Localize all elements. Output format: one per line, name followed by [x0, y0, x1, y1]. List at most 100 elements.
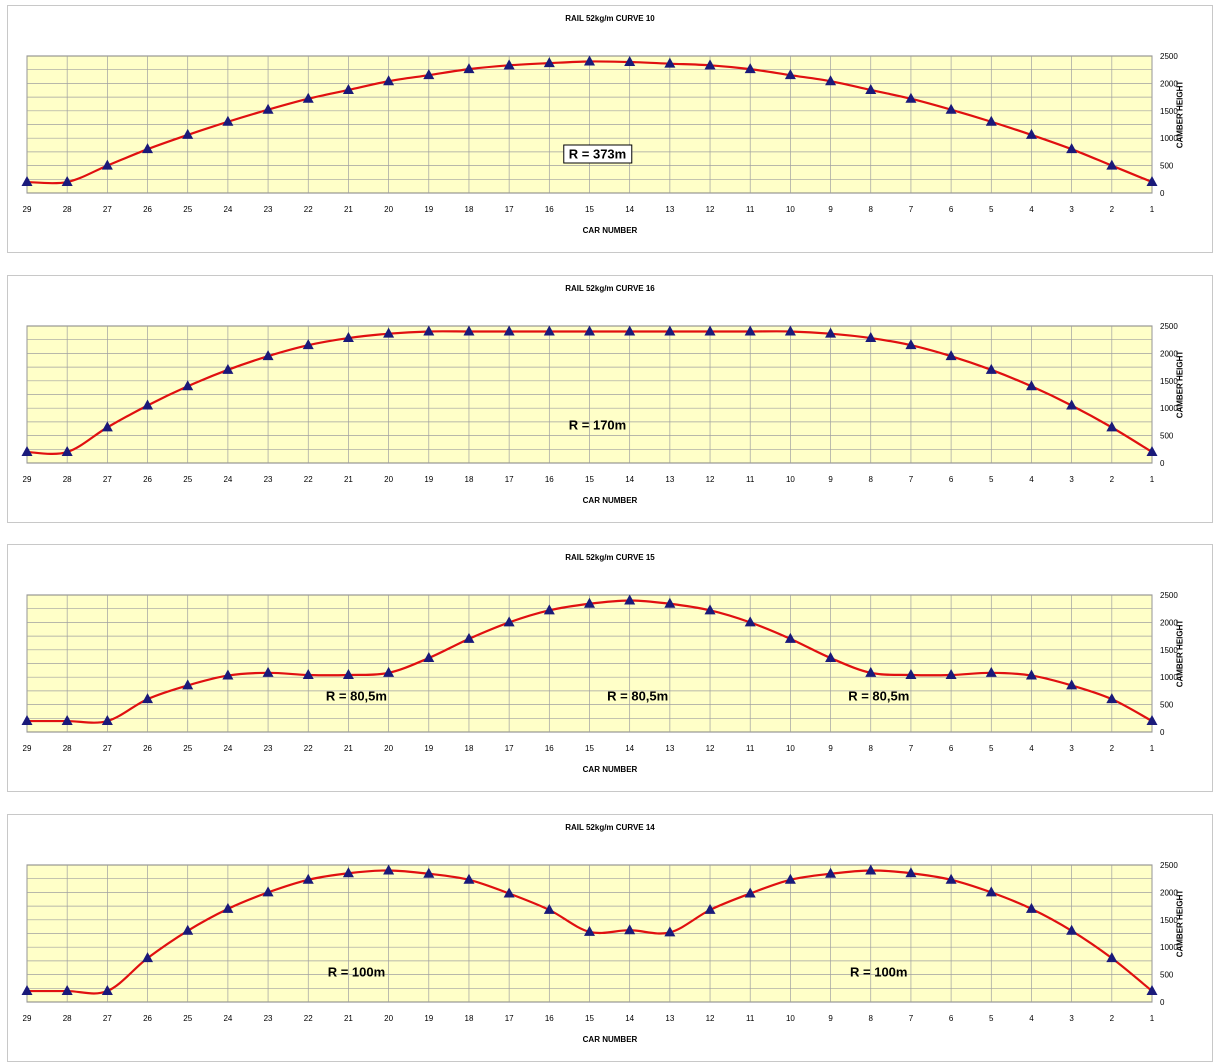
x-tick-label: 23 [264, 1014, 273, 1023]
y-tick-label: 500 [1160, 971, 1174, 980]
x-tick-label: 21 [344, 205, 353, 214]
x-tick-label: 5 [989, 744, 994, 753]
data-point-marker [262, 886, 274, 897]
y-tick-label: 2000 [1160, 79, 1178, 88]
y-tick-label: 2500 [1160, 591, 1178, 600]
data-point-marker [222, 115, 234, 126]
x-tick-label: 7 [909, 205, 914, 214]
x-tick-label: 2 [1110, 744, 1115, 753]
y-tick-label: 500 [1160, 432, 1174, 441]
x-tick-label: 2 [1110, 1014, 1115, 1023]
data-point-marker [1025, 902, 1037, 913]
data-point-marker [985, 666, 997, 677]
x-tick-label: 21 [344, 475, 353, 484]
data-point-marker [1066, 143, 1078, 154]
x-axis-label: CAR NUMBER [582, 765, 638, 774]
radius-annotation: R = 100m [327, 964, 386, 980]
x-tick-label: 9 [828, 475, 833, 484]
x-tick-label: 2 [1110, 475, 1115, 484]
x-tick-label: 15 [585, 1014, 594, 1023]
data-point-marker [543, 604, 555, 615]
data-point-marker [101, 159, 113, 170]
data-point-marker [503, 325, 515, 336]
data-point-marker [784, 873, 796, 884]
radius-annotation: R = 373m [562, 144, 633, 164]
x-tick-label: 9 [828, 744, 833, 753]
data-point-marker [584, 597, 595, 608]
y-tick-label: 1500 [1160, 916, 1178, 925]
y-tick-label: 1000 [1160, 404, 1178, 413]
data-point-marker [101, 985, 113, 996]
data-point-marker [383, 327, 395, 338]
data-point-marker [905, 867, 917, 878]
data-point-marker [704, 325, 716, 336]
x-tick-label: 18 [465, 744, 474, 753]
x-tick-label: 12 [706, 205, 715, 214]
x-tick-label: 14 [625, 475, 634, 484]
x-tick-label: 25 [183, 744, 192, 753]
x-tick-label: 25 [183, 475, 192, 484]
x-tick-label: 1 [1150, 744, 1155, 753]
data-point-marker [865, 864, 877, 875]
data-point-marker [1106, 421, 1118, 432]
x-tick-label: 20 [384, 744, 393, 753]
x-tick-label: 23 [264, 205, 273, 214]
data-point-marker [945, 103, 957, 114]
data-point-marker [463, 325, 475, 336]
x-tick-label: 24 [223, 1014, 232, 1023]
x-tick-label: 11 [746, 475, 755, 484]
x-tick-label: 24 [223, 205, 232, 214]
data-point-marker [383, 864, 395, 875]
data-point-marker [865, 666, 877, 677]
x-tick-label: 20 [384, 475, 393, 484]
x-tick-label: 17 [505, 475, 514, 484]
data-point-marker [61, 446, 73, 457]
x-axis-label: CAR NUMBER [582, 1035, 638, 1044]
x-tick-label: 27 [103, 744, 112, 753]
chart-title: RAIL 52kg/m CURVE 15 [565, 553, 655, 562]
data-point-marker [1066, 924, 1078, 935]
data-point-marker [985, 363, 997, 374]
x-tick-label: 24 [223, 475, 232, 484]
y-axis-label: CAMBER HEIGHT [1175, 350, 1185, 419]
x-tick-label: 19 [424, 744, 433, 753]
y-tick-label: 0 [1160, 998, 1165, 1007]
x-tick-label: 11 [746, 744, 755, 753]
x-tick-label: 22 [304, 744, 313, 753]
x-tick-label: 29 [23, 1014, 32, 1023]
data-point-marker [463, 63, 475, 74]
data-point-marker [222, 669, 234, 680]
x-tick-label: 10 [786, 744, 795, 753]
data-point-marker [543, 325, 555, 336]
x-tick-label: 19 [424, 205, 433, 214]
x-tick-label: 3 [1069, 475, 1074, 484]
data-point-marker [342, 867, 354, 878]
data-point-marker [142, 399, 154, 410]
x-tick-label: 26 [143, 744, 152, 753]
data-point-marker [784, 632, 796, 643]
data-point-marker [503, 616, 515, 627]
x-tick-label: 10 [786, 475, 795, 484]
y-tick-label: 2500 [1160, 52, 1178, 61]
x-tick-label: 10 [786, 205, 795, 214]
data-point-marker [101, 421, 113, 432]
data-point-marker [302, 92, 314, 103]
data-point-marker [1106, 693, 1118, 704]
data-point-marker [664, 597, 676, 608]
x-tick-label: 10 [786, 1014, 795, 1023]
x-tick-label: 29 [23, 475, 32, 484]
y-tick-label: 2000 [1160, 349, 1178, 358]
x-tick-label: 9 [828, 1014, 833, 1023]
data-point-marker [21, 985, 33, 996]
y-tick-label: 500 [1160, 162, 1174, 171]
data-point-marker [101, 715, 113, 726]
x-tick-label: 27 [103, 1014, 112, 1023]
x-tick-label: 8 [869, 205, 874, 214]
y-tick-label: 0 [1160, 728, 1165, 737]
data-point-marker [664, 926, 676, 937]
data-point-marker [784, 325, 796, 336]
x-tick-label: 1 [1150, 1014, 1155, 1023]
